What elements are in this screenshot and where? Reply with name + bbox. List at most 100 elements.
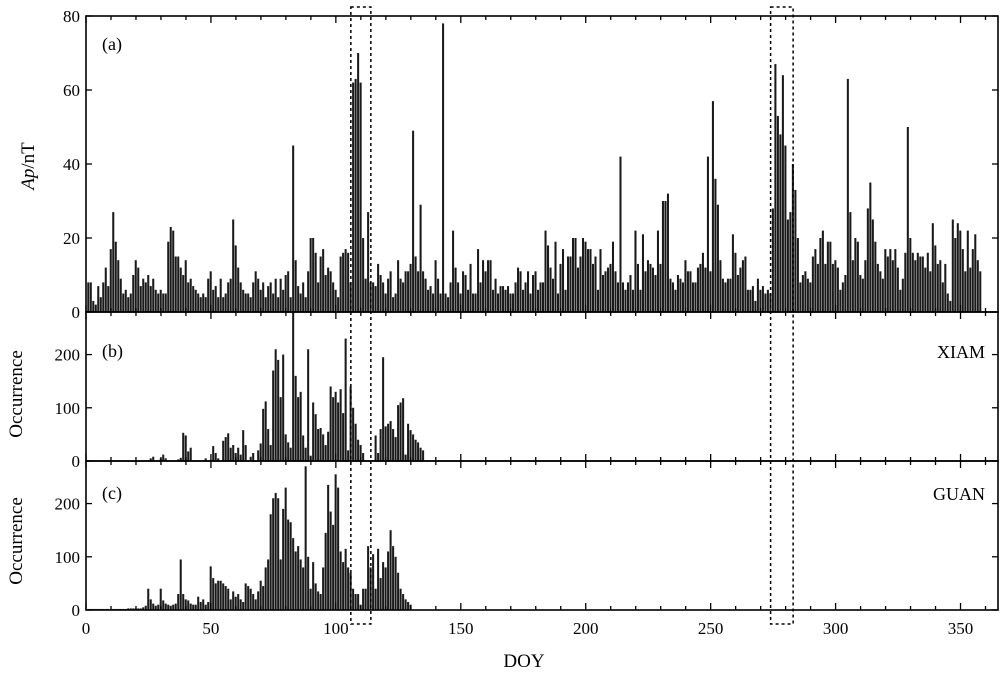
bar — [766, 289, 769, 312]
bar — [939, 260, 942, 312]
bar — [309, 588, 312, 610]
bar — [621, 282, 625, 312]
bar — [379, 429, 382, 461]
bar — [639, 289, 642, 312]
bar — [342, 413, 345, 461]
bar — [389, 271, 392, 312]
bar — [139, 286, 142, 312]
bar — [162, 600, 165, 610]
bar — [297, 397, 300, 461]
bar — [614, 271, 617, 312]
bar — [901, 278, 904, 312]
bar — [676, 275, 679, 312]
bar — [179, 559, 182, 610]
bar — [147, 275, 150, 312]
bar — [289, 447, 292, 461]
bar — [454, 267, 457, 312]
bar — [407, 271, 410, 312]
bar — [352, 82, 355, 312]
bar — [397, 405, 400, 462]
bars-b — [149, 312, 425, 462]
bar — [284, 487, 287, 610]
y-tick-label: 80 — [63, 7, 80, 26]
bar — [394, 556, 397, 610]
bar — [204, 604, 207, 610]
bar — [329, 386, 332, 461]
bar — [232, 591, 235, 611]
bar — [174, 603, 177, 610]
bar — [159, 289, 162, 312]
bar — [267, 429, 270, 461]
bar — [377, 548, 380, 610]
bar — [409, 430, 412, 461]
bar — [244, 445, 247, 461]
bar — [324, 445, 327, 461]
bar — [212, 446, 215, 461]
bar — [147, 588, 150, 610]
bar — [409, 263, 412, 312]
x-tick-label: 200 — [573, 619, 599, 638]
bar — [89, 282, 92, 312]
bar — [492, 289, 495, 312]
bar — [342, 252, 345, 312]
bar — [269, 445, 272, 461]
bar — [926, 252, 929, 312]
bar — [197, 293, 200, 312]
bar — [222, 297, 225, 312]
bar — [606, 267, 610, 312]
bar — [344, 548, 347, 610]
bar — [329, 271, 332, 312]
x-tick-label: 300 — [823, 619, 849, 638]
bar — [789, 212, 792, 312]
bar — [919, 256, 922, 312]
bar — [437, 278, 440, 312]
bar — [489, 260, 492, 312]
bar — [509, 293, 512, 312]
bar — [327, 267, 330, 312]
bar — [449, 282, 452, 312]
bar — [954, 238, 957, 312]
bar — [771, 208, 774, 312]
bar — [149, 599, 152, 610]
bar — [402, 282, 405, 312]
bar — [319, 428, 322, 461]
bar — [194, 604, 197, 610]
bar — [327, 484, 330, 610]
bar — [307, 349, 310, 461]
bar — [152, 456, 155, 461]
bar — [749, 289, 752, 312]
bar — [262, 408, 265, 461]
plot-frame-a — [85, 15, 999, 313]
bar — [237, 447, 240, 461]
bar — [849, 212, 852, 312]
bar — [207, 278, 210, 312]
bar — [342, 562, 345, 610]
bar — [402, 594, 405, 610]
bar — [864, 260, 867, 312]
bar — [204, 297, 207, 312]
bar — [482, 260, 485, 312]
bar — [274, 278, 277, 312]
bar — [746, 289, 749, 312]
bar — [829, 241, 832, 312]
bar — [601, 275, 605, 312]
bar — [259, 289, 262, 312]
y-axis-title-a-unit: /nT — [18, 142, 39, 169]
bar — [819, 238, 822, 312]
bar — [252, 282, 255, 312]
bar — [284, 434, 287, 461]
bar — [809, 282, 812, 312]
bar — [169, 605, 172, 610]
bar — [404, 454, 407, 461]
bar — [507, 286, 510, 312]
bar — [909, 238, 912, 312]
bar — [337, 297, 340, 312]
bar — [422, 450, 425, 461]
bar — [259, 580, 262, 610]
bar — [304, 297, 307, 312]
bar — [689, 271, 692, 312]
bar — [209, 566, 212, 610]
bar — [199, 297, 202, 312]
bar — [217, 458, 220, 461]
bar — [87, 282, 90, 312]
